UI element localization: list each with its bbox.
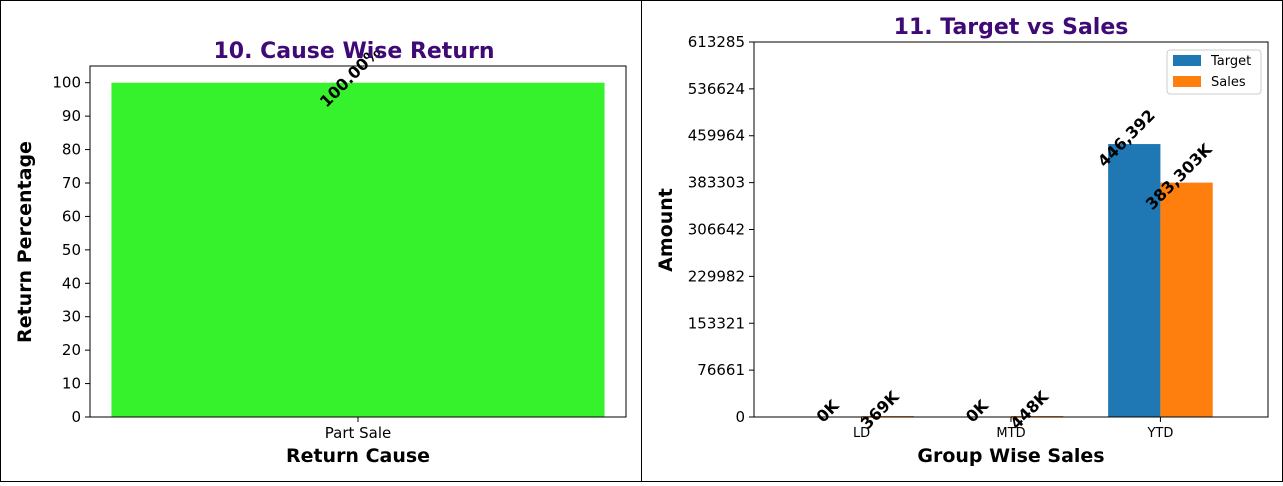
target-sales-x-ticks-group: LD MTD YTD xyxy=(853,417,1173,441)
legend-target-label: Target xyxy=(1210,54,1251,69)
cause-y-ticks-group: 0 10 20 30 40 50 60 70 80 90 100 xyxy=(52,74,90,426)
cause-y-tick-label: 0 xyxy=(71,408,81,426)
legend-sales-swatch xyxy=(1173,76,1201,87)
cause-y-tick-label: 20 xyxy=(62,341,81,359)
target-sales-y-tick-label: 229982 xyxy=(688,267,745,285)
cause-x-tick-label: Part Sale xyxy=(325,424,392,442)
cause-y-tick-label: 100 xyxy=(52,74,81,92)
target-sales-y-tick-label: 0 xyxy=(735,408,745,426)
legend-target-swatch xyxy=(1173,55,1201,66)
target-sales-y-axis-label: Amount xyxy=(655,188,677,272)
target-sales-y-tick-label: 536624 xyxy=(688,80,745,98)
cause-bars-group xyxy=(111,82,605,417)
target-sales-y-ticks-group: 0 76661 153321 229982 306642 383303 459964 5366… xyxy=(688,33,754,426)
cause-x-axis-label: Return Cause xyxy=(286,445,430,467)
target-sales-y-tick-label: 383303 xyxy=(688,174,745,192)
target-sales-x-tick-label: LD xyxy=(853,426,870,441)
cause-y-tick-label: 10 xyxy=(62,375,81,393)
target-sales-y-tick-label: 613285 xyxy=(688,33,745,51)
cause-y-tick-label: 30 xyxy=(62,308,81,326)
sales-bar xyxy=(1160,182,1213,417)
cause-y-tick-label: 60 xyxy=(62,207,81,225)
target-sales-x-axis-label: Group Wise Sales xyxy=(917,445,1104,467)
target-sales-legend: Target Sales xyxy=(1166,49,1262,95)
cause-y-tick-label: 80 xyxy=(62,141,81,159)
cause-bar xyxy=(111,82,605,417)
target-sales-x-tick-label: MTD xyxy=(996,426,1025,441)
cause-x-ticks-group: Part Sale xyxy=(325,417,392,442)
cause-y-tick-label: 50 xyxy=(62,241,81,259)
target-sales-bars-group xyxy=(861,144,1213,418)
target-sales-y-tick-label: 153321 xyxy=(688,314,745,332)
target-sales-y-tick-label: 459964 xyxy=(688,127,745,145)
target-bar xyxy=(1108,144,1161,418)
cause-chart-title: 10. Cause Wise Return xyxy=(214,39,495,64)
cause-y-tick-label: 70 xyxy=(62,174,81,192)
cause-y-axis-label: Return Percentage xyxy=(14,141,36,343)
cause-y-tick-label: 90 xyxy=(62,107,81,125)
target-sales-y-tick-label: 306642 xyxy=(688,221,745,239)
target-sales-y-tick-label: 76661 xyxy=(697,361,745,379)
legend-sales-label: Sales xyxy=(1211,75,1246,90)
cause-y-tick-label: 40 xyxy=(62,274,81,292)
target-sales-x-tick-label: YTD xyxy=(1146,426,1173,441)
target-sales-chart-title: 11. Target vs Sales xyxy=(894,15,1129,40)
